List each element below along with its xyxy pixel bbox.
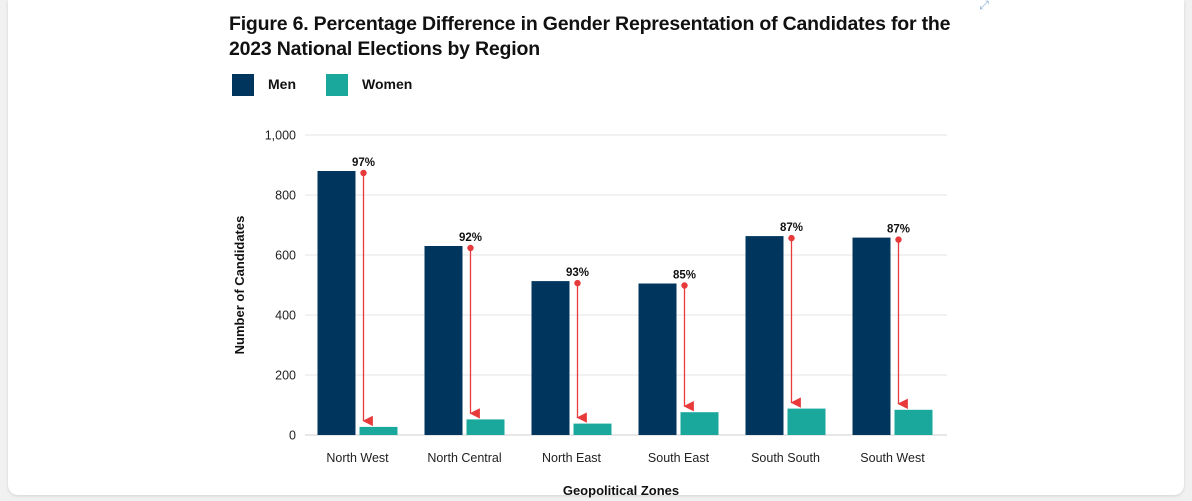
y-tick-label: 800 [275,189,296,203]
bar-women [894,409,933,435]
difference-annotations: 97% 92% 93% 85% 87% 87% [352,157,910,427]
difference-label: 97% [352,157,375,169]
difference-dot [895,236,902,243]
x-tick-label: South South [751,451,820,465]
x-tick-label: North Central [427,451,501,465]
difference-label: 87% [887,224,910,236]
y-tick-label: 1,000 [265,129,296,143]
gridlines [305,134,947,436]
y-tick-label: 400 [275,309,296,323]
difference-dot [467,244,474,252]
x-tick-label: South West [860,451,925,465]
bar-women [787,408,826,435]
legend-swatch-women [326,74,348,96]
bar-women [359,426,398,435]
difference-label: 92% [459,232,482,244]
legend-label-men: Men [268,76,296,92]
y-tick-label: 0 [289,429,296,443]
y-axis-label: Number of Candidates [232,216,247,355]
y-axis-ticks: 0 200 400 600 800 1,000 [265,129,296,443]
legend-swatch-men [232,74,254,96]
bar-women [466,419,505,435]
bar-women [573,423,612,435]
bar-men [531,281,570,435]
difference-label: 87% [780,222,803,234]
y-tick-label: 600 [275,249,296,263]
x-axis-ticks: North West North Central North East South E… [326,451,925,465]
bar-men [638,283,677,435]
chart-title: Figure 6. Percentage Difference in Gende… [229,13,951,60]
difference-dot [788,234,795,242]
difference-dot [360,169,367,177]
difference-label: 93% [566,267,589,279]
x-tick-label: South East [648,451,710,465]
x-axis-label: Geopolitical Zones [563,483,679,498]
y-tick-label: 200 [275,369,296,383]
bar-men [317,171,356,435]
difference-dot [681,282,688,289]
x-tick-label: North West [326,451,389,465]
bar-men [852,237,891,435]
difference-dot [574,279,581,287]
chart-card [8,0,1184,495]
bar-women [680,412,719,435]
x-tick-label: North East [542,451,602,465]
expand-icon[interactable]: ⤢ [979,0,989,10]
difference-label: 85% [673,270,696,282]
bars [317,171,933,435]
legend-label-women: Women [362,76,413,92]
bar-men [745,236,784,435]
bar-men [424,246,463,435]
